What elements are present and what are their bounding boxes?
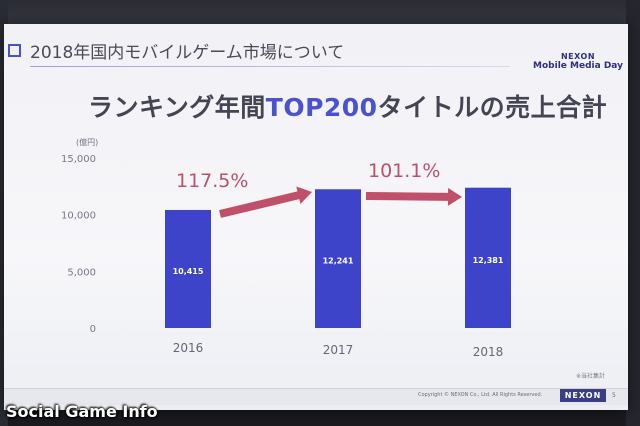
footer-logo: NEXON bbox=[560, 389, 606, 402]
y-tick-label: 0 bbox=[90, 324, 96, 335]
slide-title-highlight: TOP200 bbox=[265, 93, 378, 122]
y-axis-unit-label: (億円) bbox=[76, 138, 99, 147]
page-number: 5 bbox=[612, 392, 616, 399]
section-title: 2018年国内モバイルゲーム市場について bbox=[30, 43, 345, 63]
slide-title-part-1: ランキング年間 bbox=[88, 93, 266, 122]
bar-value-label: 12,381 bbox=[473, 256, 504, 265]
bar-2017 bbox=[315, 189, 361, 328]
bar-2016 bbox=[165, 209, 211, 328]
watermark-text: Social Game Info bbox=[6, 402, 158, 421]
y-tick-label: 5,000 bbox=[67, 267, 96, 278]
growth-label-2016-2017: 117.5% bbox=[176, 170, 249, 192]
brand-line-2: Mobile Media Day bbox=[533, 61, 623, 72]
y-tick-label: 15,000 bbox=[61, 154, 96, 165]
room-background-right bbox=[626, 0, 640, 426]
x-tick-label: 2018 bbox=[473, 345, 504, 359]
brand-logo: NEXON Mobile Media Day bbox=[532, 52, 624, 72]
source-note: ※当社集計 bbox=[576, 373, 606, 380]
bar-2018 bbox=[465, 187, 511, 328]
growth-arrow-2017-2018 bbox=[365, 187, 462, 206]
slide-footer bbox=[4, 388, 628, 405]
x-tick-label: 2016 bbox=[173, 341, 204, 355]
copyright-text: Copyright © NEXON Co., Ltd. All Rights R… bbox=[418, 392, 543, 398]
brand-line-1: NEXON bbox=[560, 52, 596, 61]
y-tick-label: 10,000 bbox=[61, 211, 96, 222]
slide-title-part-2: タイトルの売上合計 bbox=[377, 93, 608, 122]
bar-value-label: 10,415 bbox=[173, 267, 204, 276]
growth-label-2017-2018: 101.1% bbox=[368, 160, 441, 182]
growth-arrow-2016-2017 bbox=[219, 186, 312, 218]
section-divider bbox=[30, 66, 510, 67]
slide-title: ランキング年間TOP200タイトルの売上合計 bbox=[88, 88, 607, 124]
bar-value-label: 12,241 bbox=[323, 257, 354, 266]
section-square-icon bbox=[8, 44, 21, 57]
x-tick-label: 2017 bbox=[323, 343, 354, 357]
